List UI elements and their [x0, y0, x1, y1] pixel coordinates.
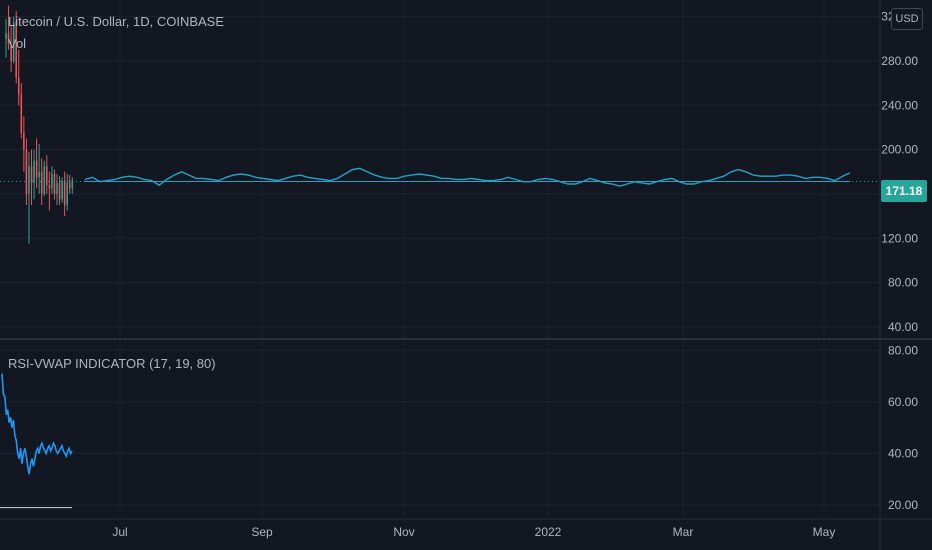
- candle-body: [38, 171, 40, 178]
- candle: [53, 169, 56, 200]
- candle-body: [33, 160, 35, 183]
- candle: [48, 171, 51, 211]
- candle: [25, 138, 28, 206]
- candle-body: [25, 149, 28, 194]
- candle: [38, 144, 40, 194]
- candle: [66, 173, 68, 211]
- candle: [35, 138, 38, 189]
- candle-body: [5, 33, 7, 39]
- time-tick-label: May: [813, 525, 836, 539]
- indicator-legend[interactable]: RSI-VWAP INDICATOR (17, 19, 80): [8, 356, 216, 371]
- candle-body: [66, 182, 68, 206]
- candle-body: [20, 94, 23, 133]
- time-tick-label: Nov: [393, 525, 414, 539]
- indicator-tick-label: 80.00: [888, 343, 918, 357]
- candle: [61, 177, 63, 203]
- indicator-tick-label: 40.00: [888, 447, 918, 461]
- candle: [56, 173, 58, 206]
- candle: [5, 18, 7, 58]
- time-tick-label: Jul: [112, 525, 127, 539]
- candle-body: [7, 33, 10, 45]
- candle: [68, 175, 71, 194]
- price-tick-label: 40.00: [888, 320, 918, 334]
- candle-body: [51, 173, 53, 189]
- candle: [51, 166, 53, 194]
- price-tick-label: 120.00: [881, 231, 918, 245]
- candle-body: [30, 166, 33, 183]
- candle-body: [46, 166, 48, 186]
- candle-body: [48, 185, 51, 189]
- candle: [33, 149, 35, 200]
- candle-body: [17, 77, 20, 95]
- vwap-line: [84, 167, 851, 187]
- candle: [43, 160, 46, 197]
- vwap-series: [84, 167, 851, 187]
- candle: [40, 158, 43, 206]
- candle-body: [40, 171, 43, 194]
- candle-body: [56, 182, 58, 194]
- candle: [7, 5, 10, 50]
- candle-body: [58, 182, 61, 200]
- candle-body: [71, 180, 74, 189]
- candle: [23, 116, 25, 172]
- candle-body: [61, 180, 63, 200]
- candle: [63, 171, 66, 217]
- candle: [15, 11, 17, 84]
- candle-body: [15, 22, 17, 78]
- candle-body: [63, 180, 66, 206]
- candle: [28, 151, 30, 244]
- candle: [17, 49, 20, 106]
- candle-body: [53, 173, 56, 194]
- indicator-tick-label: 60.00: [888, 395, 918, 409]
- candle-body: [43, 166, 46, 194]
- rsi-line: [1, 373, 73, 475]
- candle: [10, 25, 12, 73]
- price-tick-label: 80.00: [888, 276, 918, 290]
- time-tick-label: Sep: [251, 525, 273, 539]
- time-tick-label: Mar: [673, 525, 694, 539]
- candle-body: [12, 22, 15, 61]
- price-tick-label: 200.00: [881, 143, 918, 157]
- candle: [58, 176, 61, 206]
- candle: [12, 16, 15, 64]
- price-tick-label: 280.00: [881, 54, 918, 68]
- time-tick-label: 2022: [535, 525, 562, 539]
- indicator-tick-label: 20.00: [888, 498, 918, 512]
- candle-body: [10, 44, 12, 61]
- candle: [46, 155, 48, 194]
- volume-legend[interactable]: Vol: [8, 36, 27, 51]
- candle-body: [28, 166, 30, 194]
- price-tick-label: 240.00: [881, 98, 918, 112]
- candle: [20, 83, 23, 139]
- rsi-series: [0, 373, 73, 509]
- candle-body: [35, 160, 38, 178]
- candle: [30, 149, 33, 206]
- candle: [71, 177, 74, 194]
- symbol-title[interactable]: Litecoin / U.S. Dollar, 1D, COINBASE: [8, 14, 225, 29]
- last-price-tag: 171.18: [881, 180, 927, 202]
- candle-body: [23, 132, 25, 150]
- currency-button[interactable]: USD: [891, 8, 923, 30]
- candle-body: [68, 182, 71, 189]
